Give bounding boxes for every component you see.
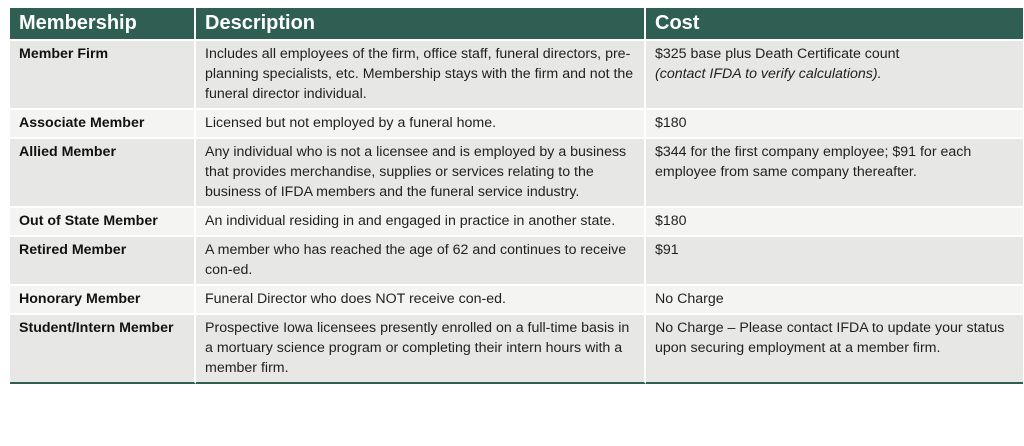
membership-cell: Member Firm xyxy=(10,39,196,108)
cost-cell: $325 base plus Death Certificate count (c… xyxy=(646,39,1023,108)
membership-cell: Out of State Member xyxy=(10,206,196,235)
cost-cell: $180 xyxy=(646,206,1023,235)
cost-cell: $91 xyxy=(646,235,1023,284)
header-description: Description xyxy=(196,8,646,39)
membership-table: Membership Description Cost Member Firm … xyxy=(10,8,1023,384)
membership-cell: Associate Member xyxy=(10,108,196,137)
cost-cell: No Charge – Please contact IFDA to updat… xyxy=(646,313,1023,384)
description-cell: A member who has reached the age of 62 a… xyxy=(196,235,646,284)
table-row: Associate Member Licensed but not employ… xyxy=(10,108,1023,137)
description-cell: An individual residing in and engaged in… xyxy=(196,206,646,235)
table-row: Out of State Member An individual residi… xyxy=(10,206,1023,235)
table-header: Membership Description Cost xyxy=(10,8,1023,39)
table-row: Member Firm Includes all employees of th… xyxy=(10,39,1023,108)
description-cell: Licensed but not employed by a funeral h… xyxy=(196,108,646,137)
description-cell: Funeral Director who does NOT receive co… xyxy=(196,284,646,313)
membership-cell: Retired Member xyxy=(10,235,196,284)
membership-cell: Allied Member xyxy=(10,137,196,206)
header-membership: Membership xyxy=(10,8,196,39)
membership-cell: Honorary Member xyxy=(10,284,196,313)
membership-table-container: Membership Description Cost Member Firm … xyxy=(10,8,1023,384)
membership-cell: Student/Intern Member xyxy=(10,313,196,384)
header-cost: Cost xyxy=(646,8,1023,39)
table-row: Retired Member A member who has reached … xyxy=(10,235,1023,284)
header-row: Membership Description Cost xyxy=(10,8,1023,39)
description-cell: Prospective Iowa licensees presently enr… xyxy=(196,313,646,384)
table-row: Student/Intern Member Prospective Iowa l… xyxy=(10,313,1023,384)
table-row: Honorary Member Funeral Director who doe… xyxy=(10,284,1023,313)
cost-text: $325 base plus Death Certificate count xyxy=(655,46,900,62)
cost-cell: $180 xyxy=(646,108,1023,137)
cost-cell: No Charge xyxy=(646,284,1023,313)
table-body: Member Firm Includes all employees of th… xyxy=(10,39,1023,384)
cost-note: (contact IFDA to verify calculations). xyxy=(655,66,882,82)
table-row: Allied Member Any individual who is not … xyxy=(10,137,1023,206)
cost-cell: $344 for the first company employee; $91… xyxy=(646,137,1023,206)
description-cell: Any individual who is not a licensee and… xyxy=(196,137,646,206)
description-cell: Includes all employees of the firm, offi… xyxy=(196,39,646,108)
